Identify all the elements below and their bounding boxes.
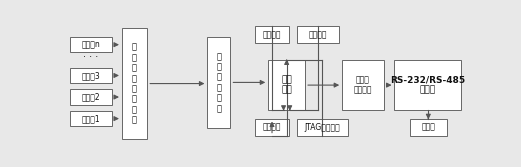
Text: JTAG接口电路: JTAG接口电路 <box>305 123 340 132</box>
FancyBboxPatch shape <box>342 60 383 110</box>
FancyBboxPatch shape <box>69 68 112 83</box>
FancyBboxPatch shape <box>255 119 289 136</box>
Text: 上位机: 上位机 <box>421 123 435 132</box>
FancyBboxPatch shape <box>296 119 348 136</box>
Text: 检测点3: 检测点3 <box>81 71 100 80</box>
Text: 复位电路: 复位电路 <box>263 30 281 39</box>
FancyBboxPatch shape <box>410 119 447 136</box>
FancyBboxPatch shape <box>268 60 305 110</box>
Text: 检测点1: 检测点1 <box>81 114 100 123</box>
FancyBboxPatch shape <box>255 26 289 43</box>
Text: RS-232/RS-485
转换器: RS-232/RS-485 转换器 <box>390 75 465 95</box>
Text: 微控
芯片: 微控 芯片 <box>281 75 292 95</box>
Text: · · ·: · · · <box>83 52 98 62</box>
FancyBboxPatch shape <box>69 111 112 126</box>
FancyBboxPatch shape <box>122 28 147 139</box>
Text: 数码管组: 数码管组 <box>263 123 281 132</box>
FancyBboxPatch shape <box>207 37 230 128</box>
Text: 多
路
电
压
比
较
电
路: 多 路 电 压 比 较 电 路 <box>132 43 137 124</box>
Text: 检测点2: 检测点2 <box>81 93 100 102</box>
FancyBboxPatch shape <box>394 60 461 110</box>
Text: 多
路
选
择
电
路: 多 路 选 择 电 路 <box>216 52 221 113</box>
Text: 频变送
输出电路: 频变送 输出电路 <box>354 75 372 95</box>
FancyBboxPatch shape <box>69 37 112 52</box>
FancyBboxPatch shape <box>69 89 112 105</box>
Text: 检测点n: 检测点n <box>81 40 100 49</box>
Text: 时钟电路: 时钟电路 <box>308 30 327 39</box>
FancyBboxPatch shape <box>296 26 339 43</box>
